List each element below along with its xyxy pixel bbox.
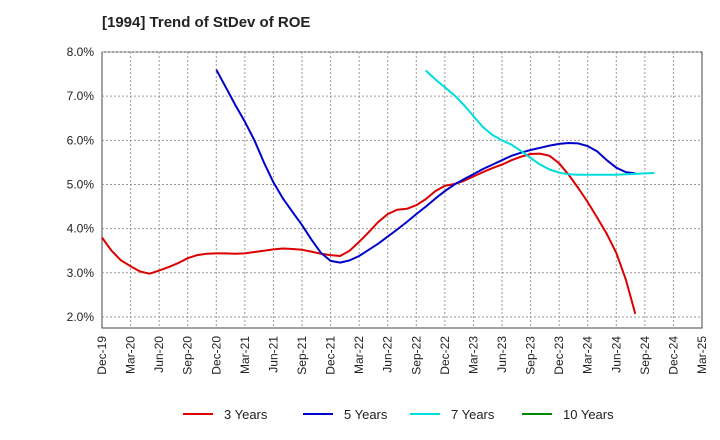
x-tick-label: Mar-24 bbox=[581, 336, 595, 374]
x-tick-label: Dec-20 bbox=[209, 336, 223, 375]
grid bbox=[102, 51, 702, 328]
x-tick-label: Mar-25 bbox=[695, 336, 709, 374]
legend-label: 7 Years bbox=[451, 407, 495, 422]
x-tick-label: Mar-23 bbox=[466, 336, 480, 374]
y-tick-label: 4.0% bbox=[67, 222, 95, 236]
plot-area bbox=[101, 51, 703, 329]
chart-title: [1994] Trend of StDev of ROE bbox=[102, 14, 310, 31]
x-tick-label: Sep-22 bbox=[409, 336, 423, 375]
series-line-3-years bbox=[101, 152, 637, 315]
series-line-5-years bbox=[215, 69, 636, 264]
x-tick-label: Dec-21 bbox=[324, 336, 338, 375]
x-tick-label: Mar-22 bbox=[352, 336, 366, 374]
x-tick-label: Jun-21 bbox=[266, 336, 280, 373]
series-line-7-years bbox=[425, 69, 655, 176]
y-tick-label: 2.0% bbox=[67, 310, 95, 324]
x-tick-label: Sep-24 bbox=[638, 336, 652, 375]
series-lines bbox=[101, 69, 655, 315]
legend: 3 Years 5 Years 7 Years 10 Years bbox=[183, 407, 614, 422]
x-tick-label: Dec-24 bbox=[666, 336, 680, 375]
y-tick-label: 3.0% bbox=[67, 266, 95, 280]
x-tick-label: Mar-21 bbox=[238, 336, 252, 374]
x-tick-label: Sep-20 bbox=[181, 336, 195, 375]
y-tick-label: 6.0% bbox=[67, 133, 95, 147]
x-tick-label: Dec-23 bbox=[552, 336, 566, 375]
legend-label: 3 Years bbox=[224, 407, 268, 422]
x-tick-label: Dec-22 bbox=[438, 336, 452, 375]
legend-label: 5 Years bbox=[344, 407, 388, 422]
y-tick-label: 5.0% bbox=[67, 177, 95, 191]
x-tick-label: Jun-23 bbox=[495, 336, 509, 373]
x-tick-label: Dec-19 bbox=[95, 336, 109, 375]
x-tick-label: Sep-21 bbox=[295, 336, 309, 375]
y-tick-label: 8.0% bbox=[67, 45, 95, 59]
x-axis: Dec-19 Mar-20 Jun-20 Sep-20 Dec-20 Mar-21 Jun-… bbox=[95, 336, 709, 375]
y-tick-label: 7.0% bbox=[67, 89, 95, 103]
legend-label: 10 Years bbox=[563, 407, 614, 422]
y-axis: 2.0% 3.0% 4.0% 5.0% 6.0% 7.0% 8.0% bbox=[67, 45, 95, 324]
x-tick-label: Jun-24 bbox=[609, 336, 623, 373]
x-tick-label: Jun-22 bbox=[381, 336, 395, 373]
x-tick-label: Jun-20 bbox=[152, 336, 166, 373]
x-tick-label: Sep-23 bbox=[524, 336, 538, 375]
x-tick-label: Mar-20 bbox=[124, 336, 138, 374]
